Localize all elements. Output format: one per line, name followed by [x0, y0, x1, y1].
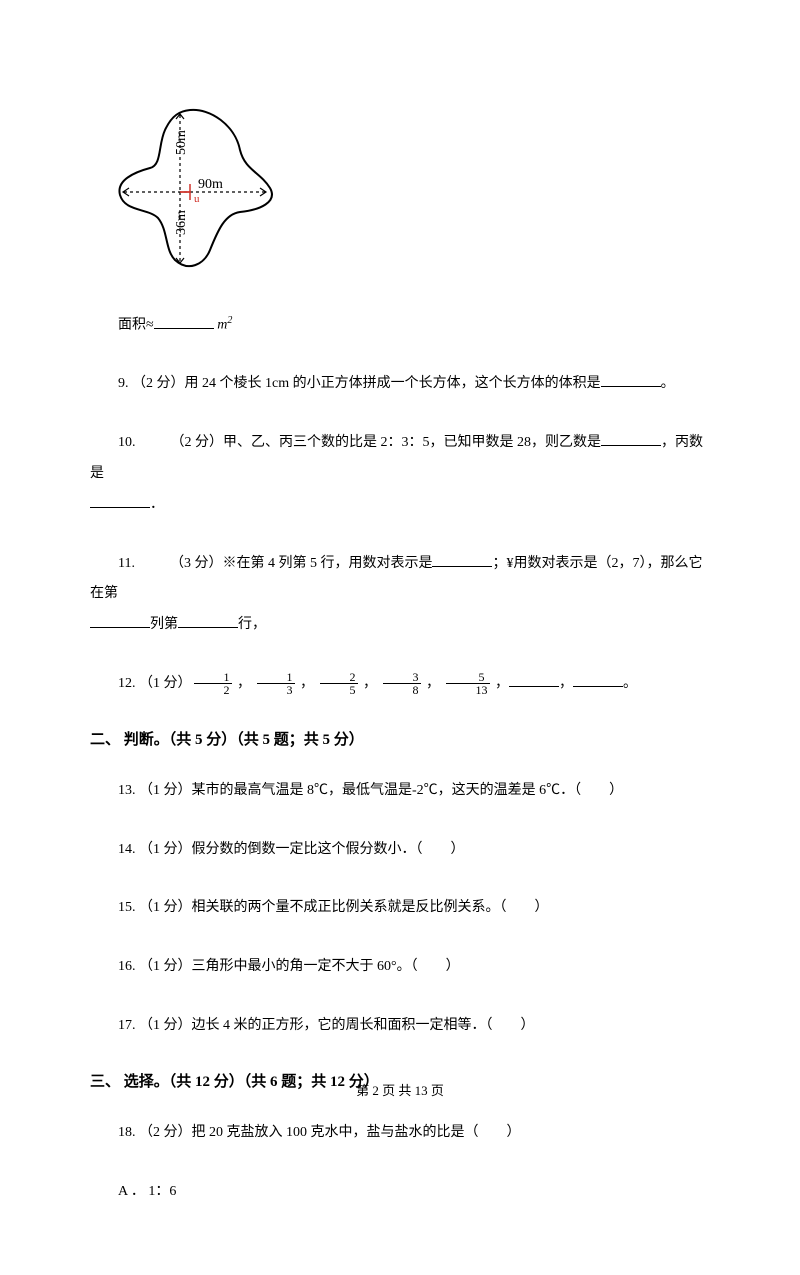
q12: 12. （1 分）12 ， 13 ， 25 ， 38 ， 513 ， ， 。 — [90, 669, 710, 700]
sep4: ， — [492, 676, 510, 691]
sep0: ， — [234, 676, 255, 691]
q10-blank1 — [601, 429, 661, 446]
q11: 11. （3 分）※在第 4 列第 5 行，用数对表示是；¥用数对表示是（2，7… — [90, 549, 710, 641]
q11-d: 行， — [238, 617, 266, 632]
q12-blank1 — [509, 670, 559, 687]
q9: 9. （2 分）用 24 个棱长 1cm 的小正方体拼成一个长方体，这个长方体的… — [90, 369, 710, 400]
area-unit-m: m — [217, 318, 227, 333]
q11-blank1 — [432, 550, 492, 567]
q11-c: 列第 — [150, 617, 178, 632]
q11-blank2 — [90, 611, 150, 628]
q12-frac-4: 513 — [446, 671, 490, 696]
q10-blank2 — [90, 491, 150, 508]
label-36m: 36m — [174, 210, 189, 235]
lake-outline — [119, 110, 271, 266]
right-angle-mark — [180, 184, 190, 192]
section-2-heading: 二、 判断。（共 5 分）（共 5 题；共 5 分） — [90, 728, 710, 752]
q9-b: 。 — [661, 376, 675, 391]
q12-blank2 — [573, 670, 623, 687]
sep5: ， — [559, 676, 573, 691]
area-line: 面积≈ m2 — [90, 310, 710, 341]
q12-frac-1: 13 — [257, 671, 295, 696]
q12-prefix: 12. （1 分） — [118, 676, 192, 691]
q9-blank — [601, 371, 661, 388]
q9-a: 9. （2 分）用 24 个棱长 1cm 的小正方体拼成一个长方体，这个长方体的… — [118, 376, 601, 391]
q11-blank3 — [178, 611, 238, 628]
q13: 13. （1 分）某市的最高气温是 8℃，最低气温是-2℃，这天的温差是 6℃．… — [90, 776, 710, 807]
q18: 18. （2 分）把 20 克盐放入 100 克水中，盐与盐水的比是（ ） — [90, 1118, 710, 1149]
q18a: A ． 1：6 — [90, 1177, 710, 1208]
lake-figure: 50m 90m 36m u — [110, 100, 710, 280]
q12-suffix: 。 — [623, 676, 637, 691]
q12-frac-0: 12 — [194, 671, 232, 696]
sep3: ， — [423, 676, 444, 691]
area-blank — [154, 312, 214, 329]
label-50m: 50m — [174, 130, 189, 155]
q14: 14. （1 分）假分数的倒数一定比这个假分数小．（ ） — [90, 835, 710, 866]
q10-c: ． — [150, 497, 164, 512]
page-footer: 第 2 页 共 13 页 — [0, 1081, 800, 1102]
q11-a: 11. （3 分）※在第 4 列第 5 行，用数对表示是 — [90, 556, 432, 571]
q12-frac-2: 25 — [320, 671, 358, 696]
lake-svg: 50m 90m 36m u — [110, 100, 280, 280]
area-prefix: 面积≈ — [118, 318, 154, 333]
q16: 16. （1 分）三角形中最小的角一定不大于 60°。（ ） — [90, 952, 710, 983]
label-u: u — [194, 193, 200, 205]
label-90m: 90m — [198, 177, 223, 192]
right-angle-mark-2 — [180, 192, 190, 200]
sep1: ， — [297, 676, 318, 691]
q17: 17. （1 分）边长 4 米的正方形，它的周长和面积一定相等．（ ） — [90, 1011, 710, 1042]
sep2: ， — [360, 676, 381, 691]
q15: 15. （1 分）相关联的两个量不成正比例关系就是反比例关系。（ ） — [90, 893, 710, 924]
q10: 10. （2 分）甲、乙、丙三个数的比是 2：3：5，已知甲数是 28，则乙数是… — [90, 428, 710, 520]
area-unit-exp: 2 — [227, 315, 232, 326]
q12-frac-3: 38 — [383, 671, 421, 696]
q10-a: 10. （2 分）甲、乙、丙三个数的比是 2：3：5，已知甲数是 28，则乙数是 — [90, 435, 601, 450]
